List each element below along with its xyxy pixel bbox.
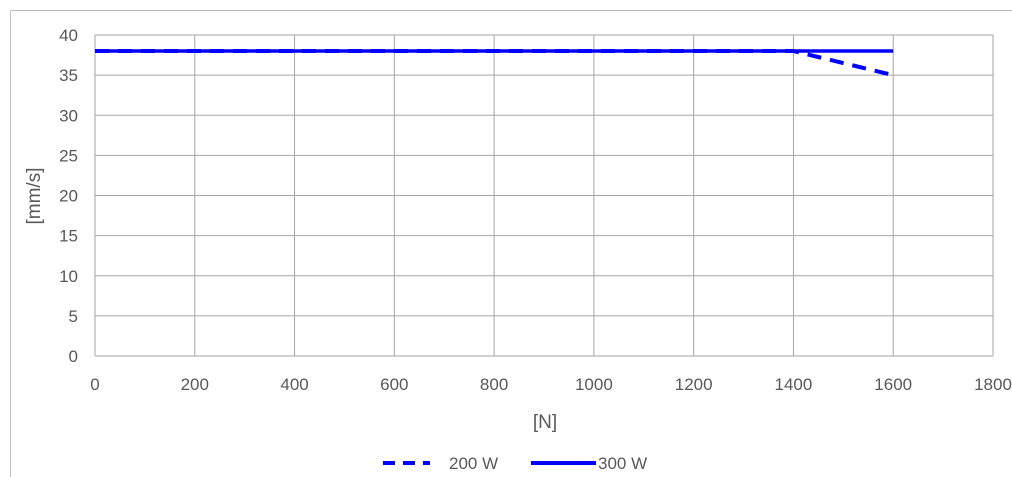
x-tick-labels: 0 200 400 600 800 1000 1200 1400 1600 1800 bbox=[90, 375, 1012, 394]
y-tick-label: 35 bbox=[59, 66, 78, 85]
x-tick-label: 1000 bbox=[575, 375, 613, 394]
y-tick-label: 5 bbox=[69, 307, 78, 326]
y-tick-label: 30 bbox=[59, 106, 78, 125]
x-axis-title: [N] bbox=[533, 412, 557, 433]
legend-label: 200 W bbox=[449, 454, 498, 473]
y-tick-label: 10 bbox=[59, 267, 78, 286]
series-line-200-w bbox=[95, 49, 894, 78]
x-tick-label: 600 bbox=[380, 375, 408, 394]
y-tick-label: 40 bbox=[59, 26, 78, 45]
y-axis-title: [mm/s] bbox=[24, 168, 45, 225]
y-tick-label: 25 bbox=[59, 146, 78, 165]
y-tick-label: 0 bbox=[69, 347, 78, 366]
x-tick-label: 200 bbox=[181, 375, 209, 394]
grid-lines bbox=[94, 34, 994, 357]
y-tick-label: 15 bbox=[59, 227, 78, 246]
chart-frame bbox=[10, 10, 1012, 477]
x-tick-label: 1200 bbox=[675, 375, 713, 394]
y-tick-label: 20 bbox=[59, 187, 78, 206]
x-tick-label: 0 bbox=[90, 375, 99, 394]
legend-label: 300 W bbox=[598, 454, 647, 473]
x-tick-label: 1400 bbox=[775, 375, 813, 394]
x-tick-label: 400 bbox=[280, 375, 308, 394]
legend: 200 W 300 W bbox=[383, 454, 647, 473]
x-tick-label: 1600 bbox=[874, 375, 912, 394]
x-tick-label: 800 bbox=[480, 375, 508, 394]
x-tick-label: 1800 bbox=[974, 375, 1012, 394]
series-lines bbox=[95, 49, 894, 78]
y-tick-labels: 0 5 10 15 20 25 30 35 40 bbox=[59, 26, 78, 366]
